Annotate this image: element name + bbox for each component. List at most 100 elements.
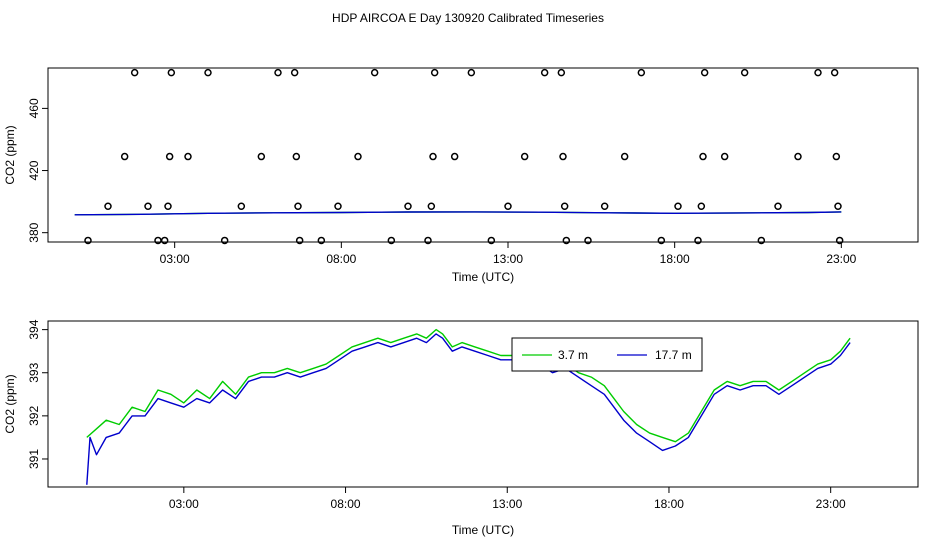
bottom-x-tick-label: 08:00 — [331, 497, 361, 511]
top-y-tick-label: 460 — [27, 98, 41, 118]
legend-label-blue: 17.7 m — [655, 348, 692, 362]
scatter-point — [794, 152, 802, 161]
scatter-point — [370, 68, 379, 77]
scatter-point — [295, 236, 304, 245]
scatter-point — [130, 68, 139, 77]
scatter-point — [520, 152, 529, 161]
scatter-point — [317, 236, 326, 245]
scatter-point — [830, 68, 839, 77]
top-panel: 03:00 08:00 13:00 18:00 23:00 380 420 460 Time… — [3, 67, 919, 284]
scatter-point — [814, 68, 822, 77]
legend: 3.7 m 17.7 m — [511, 337, 703, 372]
bottom-y-tick-label: 391 — [27, 449, 41, 469]
scatter-point — [292, 152, 301, 161]
chart-title: HDP AIRCOA E Day 130920 Calibrated Times… — [332, 11, 604, 25]
scatter-point — [740, 68, 749, 77]
scatter-point — [697, 202, 706, 211]
scatter-point — [620, 152, 629, 161]
scatter-point — [84, 236, 92, 245]
bottom-x-tick-label: 13:00 — [492, 497, 522, 511]
scatter-point — [694, 236, 702, 245]
bottom-x-axis: 03:00 08:00 13:00 18:00 23:00 — [169, 487, 846, 511]
scatter-point — [167, 68, 176, 77]
scatter-point — [274, 68, 282, 77]
bottom-panel: 03:00 08:00 13:00 18:00 23:00 391 392 393 394 3… — [3, 319, 919, 537]
scatter-point — [427, 202, 436, 211]
top-x-tick-label: 03:00 — [160, 252, 190, 266]
top-y-axis-label: CO2 (ppm) — [3, 125, 17, 184]
scatter-point — [720, 152, 729, 161]
scatter-point — [160, 236, 169, 245]
top-series-lines — [74, 211, 842, 216]
scatter-point — [387, 236, 396, 245]
scatter-point — [757, 236, 766, 245]
scatter-point — [334, 202, 342, 211]
scatter-point — [144, 202, 152, 211]
scatter-point — [164, 202, 172, 211]
scatter-point — [154, 236, 162, 245]
scatter-point — [674, 202, 682, 211]
scatter-point — [429, 152, 437, 161]
scatter-point — [184, 152, 192, 161]
scatter-point — [699, 152, 707, 161]
top-y-axis: 380 420 460 — [27, 98, 48, 243]
scatter-point — [835, 236, 844, 245]
scatter-point — [120, 152, 129, 161]
bottom-x-tick-label: 18:00 — [654, 497, 684, 511]
scatter-point — [832, 152, 841, 161]
scatter-point — [237, 202, 246, 211]
scatter-point — [430, 68, 439, 77]
scatter-point — [467, 68, 476, 77]
bottom-x-tick-label: 23:00 — [816, 497, 846, 511]
scatter-point — [204, 68, 212, 77]
scatter-point — [294, 202, 302, 211]
top-x-tick-label: 13:00 — [493, 252, 523, 266]
top-y-tick-label: 420 — [27, 160, 41, 180]
scatter-point — [404, 202, 412, 211]
bottom-x-axis-label: Time (UTC) — [452, 523, 514, 537]
scatter-point — [584, 236, 592, 245]
scatter-point — [257, 152, 266, 161]
top-x-axis-label: Time (UTC) — [452, 270, 514, 284]
top-x-tick-label: 18:00 — [660, 252, 690, 266]
bottom-y-tick-label: 394 — [27, 319, 41, 339]
scatter-point — [487, 236, 496, 245]
bottom-y-tick-label: 392 — [27, 406, 41, 426]
top-x-axis: 03:00 08:00 13:00 18:00 23:00 — [160, 242, 857, 266]
scatter-point — [220, 236, 229, 245]
scatter-point — [560, 202, 569, 211]
bottom-y-axis: 391 392 393 394 — [27, 319, 48, 469]
scatter-point — [637, 68, 646, 77]
top-y-tick-label: 380 — [27, 222, 41, 242]
top-scatter-points — [84, 68, 844, 245]
scatter-point — [540, 68, 549, 77]
scatter-point — [165, 152, 174, 161]
bottom-series-line-17-7-m — [86, 333, 851, 485]
bottom-series-line-3-7-m — [86, 328, 851, 443]
bottom-x-tick-label: 03:00 — [169, 497, 199, 511]
scatter-point — [700, 68, 709, 77]
scatter-point — [657, 236, 666, 245]
top-series-line-1 — [74, 211, 842, 216]
scatter-point — [774, 202, 782, 211]
scatter-point — [559, 152, 567, 161]
legend-box — [511, 337, 703, 372]
top-plot-frame — [47, 67, 919, 243]
scatter-point — [424, 236, 432, 245]
scatter-point — [290, 68, 299, 77]
top-x-tick-label: 23:00 — [826, 252, 856, 266]
legend-label-green: 3.7 m — [558, 348, 588, 362]
bottom-series-lines — [86, 328, 851, 485]
scatter-point — [557, 68, 566, 77]
bottom-y-axis-label: CO2 (ppm) — [3, 374, 17, 433]
scatter-point — [834, 202, 842, 211]
scatter-point — [562, 236, 571, 245]
scatter-point — [504, 202, 512, 211]
bottom-plot-frame — [47, 320, 919, 488]
scatter-point — [450, 152, 459, 161]
scatter-point — [354, 152, 362, 161]
scatter-point — [600, 202, 609, 211]
top-x-tick-label: 08:00 — [326, 252, 356, 266]
scatter-point — [104, 202, 112, 211]
